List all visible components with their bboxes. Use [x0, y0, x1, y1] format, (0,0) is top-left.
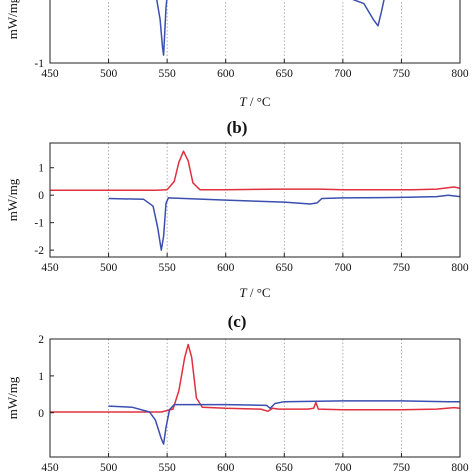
x-tick-label: 500	[100, 262, 118, 274]
x-tick-label: 650	[276, 68, 294, 80]
x-tick-label: 750	[393, 262, 411, 274]
y-axis-label: mW/mg	[5, 178, 20, 221]
series-line-1	[50, 150, 460, 191]
x-tick-label: 650	[276, 462, 294, 474]
y-tick-label: 0	[38, 190, 44, 202]
x-tick-label: 450	[41, 262, 59, 274]
x-tick-label: 700	[334, 462, 352, 474]
y-tick-label: 0	[38, 408, 44, 420]
y-tick-label: -2	[34, 245, 44, 257]
x-tick-label: 550	[159, 68, 177, 80]
x-tick-label: 450	[41, 68, 59, 80]
x-axis-label: T / °C	[239, 94, 270, 109]
plot-frame	[49, 0, 461, 64]
panel-label-b: (b)	[227, 118, 248, 137]
series-line-2	[108, 194, 460, 251]
x-tick-label: 800	[451, 68, 469, 80]
x-tick-label: 600	[217, 68, 235, 80]
series-line-2	[108, 400, 460, 445]
x-tick-label: 450	[41, 462, 59, 474]
series-group	[50, 343, 460, 445]
series-group	[156, 0, 385, 56]
series-line-1	[50, 343, 460, 413]
x-tick-label: 750	[393, 68, 411, 80]
x-tick-label: 700	[334, 68, 352, 80]
y-tick-label: 1	[38, 371, 44, 383]
y-tick-label: 1	[38, 163, 44, 175]
y-tick-label: 2	[38, 334, 44, 346]
y-axis-label: mW/mg	[5, 376, 20, 419]
x-tick-label: 600	[217, 262, 235, 274]
series-group	[50, 150, 460, 251]
x-tick-label: 500	[100, 462, 118, 474]
y-tick-label: -1	[34, 218, 44, 230]
series-line-2	[156, 0, 385, 56]
x-tick-label: 550	[159, 462, 177, 474]
panel-label-c: (c)	[228, 312, 247, 331]
x-axis-label: T / °C	[239, 285, 270, 300]
plot-frame	[49, 338, 461, 458]
x-tick-label: 750	[393, 462, 411, 474]
x-tick-label: 650	[276, 262, 294, 274]
y-tick-label: -1	[34, 58, 44, 70]
plot-frame	[49, 142, 461, 258]
x-tick-label: 800	[451, 462, 469, 474]
x-tick-label: 500	[100, 68, 118, 80]
chart-panel-b: 450 500 550 600 650 700 750 800 1 0 -1 -2 mW/mg T / °…	[5, 142, 469, 300]
chart-panel-c: 450 500 550 600 650 700 750 800 2 1 0 mW/mg	[5, 334, 469, 474]
x-tick-label: 550	[159, 262, 177, 274]
x-tick-label: 800	[451, 262, 469, 274]
x-tick-label: 700	[334, 262, 352, 274]
chart-panel-a: 4505005506006507007508000-1mW/mgT / °C	[5, 0, 469, 109]
y-axis-label: mW/mg	[5, 0, 20, 39]
x-tick-label: 600	[217, 462, 235, 474]
